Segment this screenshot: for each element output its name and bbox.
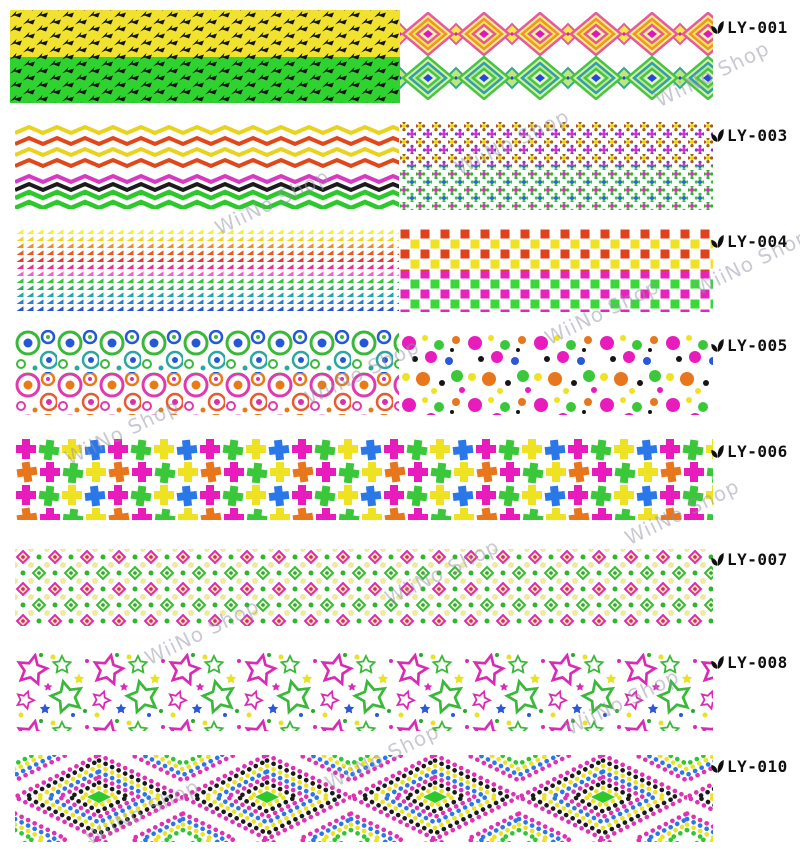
product-code: LY-005 <box>727 336 788 355</box>
product-label: LY-007 <box>710 550 788 569</box>
product-row-ly-007: LY-007 <box>0 547 800 626</box>
leaf-logo-icon <box>710 444 725 459</box>
product-label: LY-006 <box>710 442 788 461</box>
product-row-ly-008: LY-008 <box>0 651 800 731</box>
pattern-swatch-ly-001-left <box>10 10 400 103</box>
leaf-logo-icon <box>710 234 725 249</box>
pattern-swatch-ly-001-right <box>400 12 713 100</box>
product-label: LY-001 <box>710 18 788 37</box>
product-label: LY-010 <box>710 757 788 776</box>
product-label: LY-003 <box>710 126 788 145</box>
product-row-ly-006: LY-006 <box>0 438 800 520</box>
product-row-ly-003: LY-003 <box>0 122 800 210</box>
product-code: LY-004 <box>727 232 788 251</box>
product-row-ly-004: LY-004 <box>0 228 800 313</box>
pattern-swatch-ly-008 <box>15 653 713 731</box>
leaf-logo-icon <box>710 338 725 353</box>
product-code: LY-001 <box>727 18 788 37</box>
product-code: LY-010 <box>727 757 788 776</box>
pattern-swatch-ly-007 <box>15 549 713 626</box>
pattern-swatch-ly-010 <box>15 755 713 842</box>
leaf-logo-icon <box>710 20 725 35</box>
pattern-swatch-ly-003-right <box>400 122 713 210</box>
pattern-swatch-ly-004-left <box>15 228 399 312</box>
pattern-swatch-ly-004-right <box>400 229 713 312</box>
product-label: LY-005 <box>710 336 788 355</box>
product-row-ly-010: LY-010 <box>0 752 800 842</box>
leaf-logo-icon <box>710 128 725 143</box>
product-code: LY-003 <box>727 126 788 145</box>
product-label: LY-004 <box>710 232 788 251</box>
leaf-logo-icon <box>710 655 725 670</box>
product-code: LY-007 <box>727 550 788 569</box>
leaf-logo-icon <box>710 552 725 567</box>
product-code: LY-006 <box>727 442 788 461</box>
product-code: LY-008 <box>727 653 788 672</box>
pattern-swatch-ly-005-right <box>400 332 713 415</box>
product-row-ly-005: LY-005 <box>0 330 800 416</box>
pattern-swatch-ly-006 <box>15 438 713 520</box>
product-row-ly-001: LY-001 <box>0 10 800 104</box>
leaf-logo-icon <box>710 759 725 774</box>
product-label: LY-008 <box>710 653 788 672</box>
pattern-swatch-ly-005-left <box>15 330 399 415</box>
pattern-swatch-ly-003-left <box>15 125 399 209</box>
